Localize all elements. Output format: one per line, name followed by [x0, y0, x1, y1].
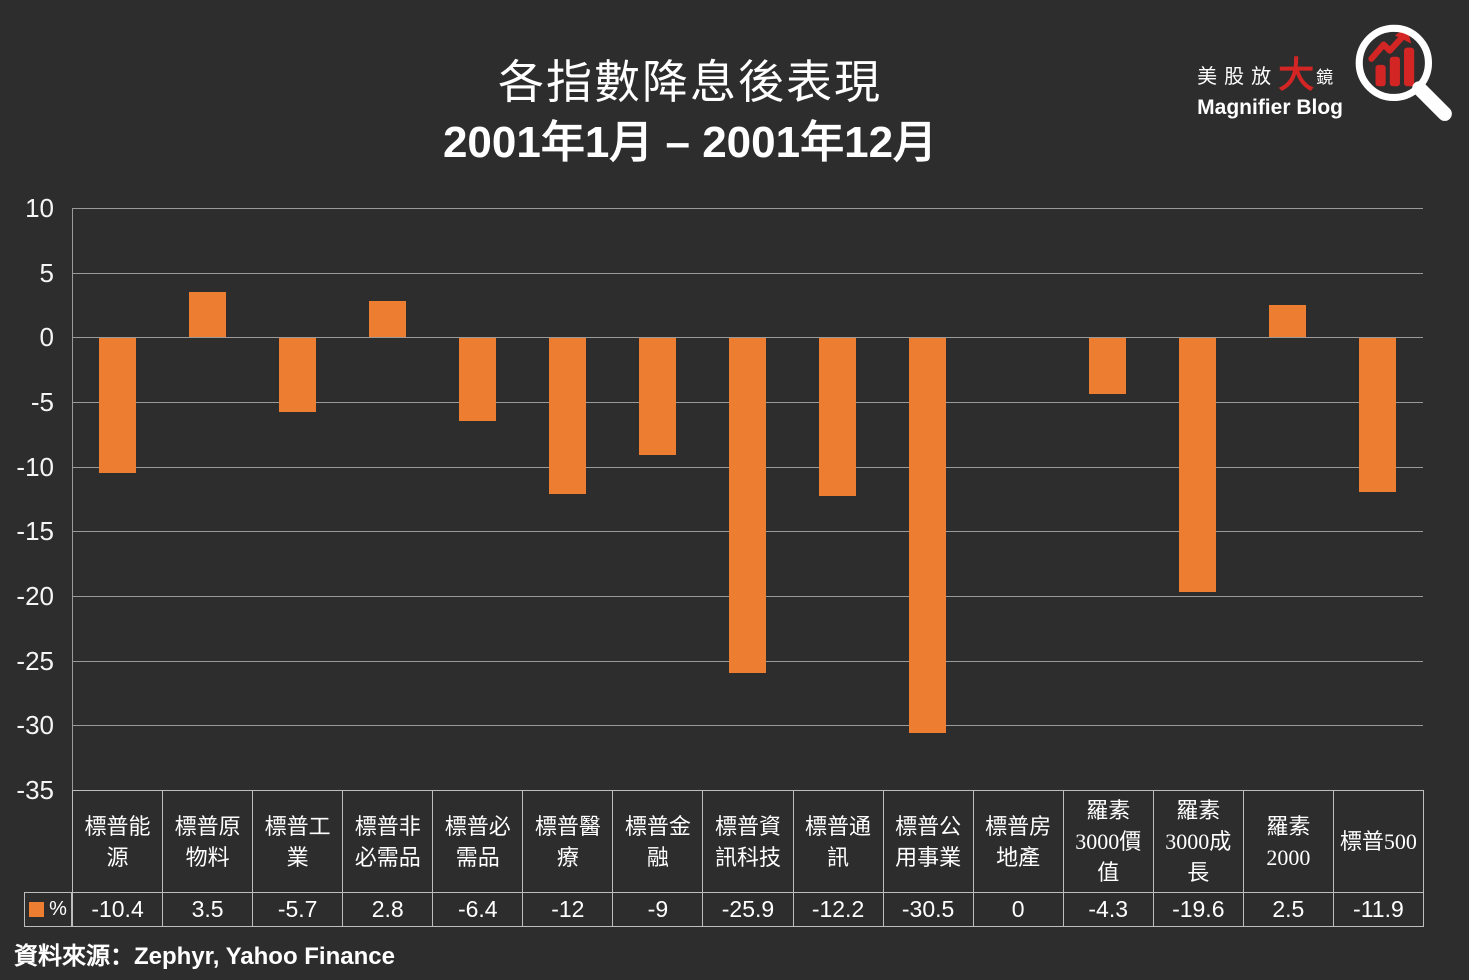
logo-cn-text: 美股放大鏡 [1197, 57, 1343, 95]
y-tick-label: 10 [25, 193, 54, 223]
y-tick-label: 0 [39, 322, 54, 353]
gridline [72, 272, 1423, 274]
value-cell: -11.9 [1332, 892, 1424, 927]
y-tick-label: 5 [39, 257, 54, 288]
value-cell: -9 [612, 892, 703, 927]
y-tick-label: -5 [30, 387, 54, 417]
logo-en-text: Magnifier Blog [1197, 96, 1343, 119]
value-cell: -19.6 [1152, 892, 1243, 927]
title-line-1: 各指數降息後表現 [498, 57, 882, 108]
y-tick-label: -35 [16, 775, 54, 805]
source-note: 資料來源：Zephyr, Yahoo Finance [14, 943, 395, 970]
bar-標普原物料 [188, 292, 226, 338]
value-cell: -6.4 [432, 892, 523, 927]
y-tick-label: -25 [16, 645, 54, 676]
value-cell: 2.8 [342, 892, 433, 927]
value-cell: -30.5 [882, 892, 973, 927]
value-row: % -10.4 3.5 -5.7 2.8 -6.4 -12 -9 -25.9 -12.2 -30.… [24, 892, 1424, 927]
gridline [72, 337, 1423, 339]
bar-標普500 [1359, 338, 1397, 493]
y-tick-label: -15 [16, 516, 54, 547]
category-cell: 標普通訊 [792, 790, 883, 892]
category-cell: 標普公用事業 [882, 790, 973, 892]
bar-標普必需品 [458, 338, 496, 422]
category-cell: 羅素3000成長 [1152, 790, 1243, 892]
y-axis-line [72, 208, 73, 790]
legend-swatch-icon [29, 902, 45, 917]
category-cell: 標普金融 [612, 790, 703, 892]
y-tick-label: -20 [16, 581, 54, 611]
bar-羅素3000成長 [1179, 338, 1217, 592]
bar-羅素2000 [1269, 305, 1307, 338]
title-line-2: 2001年1月 – 2001年12月 [442, 118, 938, 167]
value-cell: -12 [522, 892, 613, 927]
logo-cn-suffix: 鏡 [1316, 68, 1334, 87]
category-cell: 標普醫療 [522, 790, 613, 892]
category-cell: 標普房地產 [972, 790, 1063, 892]
category-cell: 羅素2000 [1242, 790, 1333, 892]
bar-標普通訊 [819, 338, 857, 497]
category-cell: 標普非必需品 [342, 790, 433, 892]
value-cell: -5.7 [252, 892, 343, 927]
value-cell: 0 [972, 892, 1063, 927]
category-cell: 標普500 [1332, 790, 1424, 892]
category-cell: 標普必需品 [432, 790, 523, 892]
logo-cn-prefix: 美股放 [1197, 66, 1279, 88]
value-cell: -12.2 [792, 892, 883, 927]
bar-標普金融 [638, 338, 676, 455]
category-cell: 羅素3000價值 [1062, 790, 1153, 892]
category-cell: 標普能源 [72, 790, 163, 892]
bar-標普工業 [278, 338, 316, 413]
magnifier-chart-icon [1355, 24, 1452, 121]
logo-cn-big: 大 [1278, 54, 1317, 95]
gridline [72, 208, 1423, 209]
category-row: 標普能源 標普原物料 標普工業 標普非必需品 標普必需品 標普醫療 標普金融 標普資訊科技 標普… [72, 790, 1424, 892]
magnifier-blog-logo: 美股放大鏡 Magnifier Blog [1197, 14, 1461, 134]
value-cell: -4.3 [1062, 892, 1153, 927]
plot-area [72, 208, 1423, 791]
logo-text: 美股放大鏡 Magnifier Blog [1197, 57, 1343, 121]
value-cell: -25.9 [702, 892, 793, 927]
bar-標普能源 [98, 338, 136, 473]
category-cell: 標普工業 [252, 790, 343, 892]
chart-title: 各指數降息後表現 2001年1月 – 2001年12月 [0, 52, 1380, 172]
bar-標普醫療 [548, 338, 586, 494]
bar-標普公用事業 [909, 338, 947, 733]
gridline [72, 725, 1423, 727]
bar-標普資訊科技 [729, 338, 766, 674]
y-tick-label: -10 [16, 451, 54, 482]
value-cell: -10.4 [72, 892, 163, 927]
legend: % [24, 892, 72, 927]
category-cell: 標普原物料 [162, 790, 253, 892]
category-cell: 標普資訊科技 [702, 790, 793, 892]
legend-label: % [49, 898, 67, 920]
value-cell: 3.5 [162, 892, 253, 927]
data-table: 標普能源 標普原物料 標普工業 標普非必需品 標普必需品 標普醫療 標普金融 標普資訊科技 標普… [24, 790, 1424, 927]
bar-標普非必需品 [368, 301, 406, 338]
y-tick-label: -30 [16, 710, 54, 741]
value-cell: 2.5 [1242, 892, 1333, 927]
bar-羅素3000價值 [1089, 338, 1127, 394]
